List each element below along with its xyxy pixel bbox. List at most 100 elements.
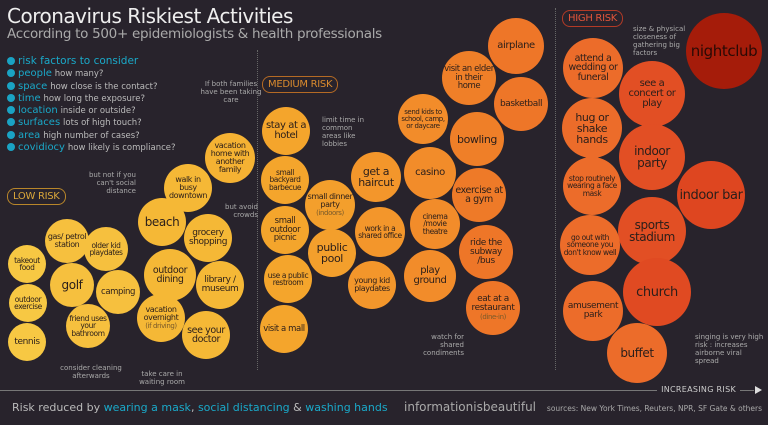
activity-bubble: play ground bbox=[404, 250, 456, 302]
note: take care in waiting room bbox=[139, 370, 185, 386]
bubble-label: see your doctor bbox=[187, 324, 225, 345]
bubble-label: go out with someone you don't know well bbox=[563, 232, 617, 257]
note: singing is very high risk : increases ai… bbox=[695, 333, 764, 365]
note: limit time in common areas like lobbies bbox=[322, 116, 365, 148]
activity-bubble: bowling bbox=[450, 112, 504, 166]
bubble-label: takeout food bbox=[14, 255, 40, 272]
activity-bubble: library / museum bbox=[196, 261, 244, 309]
bubble-label: older kid playdates bbox=[89, 240, 123, 257]
bubble-label: get a haircut bbox=[358, 165, 394, 189]
virus-icon bbox=[7, 57, 15, 65]
bubble-label: friend uses your bathroom bbox=[69, 313, 107, 338]
legend-item: space how close is the contact? bbox=[7, 81, 176, 93]
activity-bubble: go out with someone you don't know well bbox=[560, 215, 620, 275]
bubble-label: vacation overnight bbox=[143, 305, 179, 322]
activity-bubble: hug or shake hands bbox=[562, 98, 622, 158]
bubble-label: indoor party bbox=[634, 144, 670, 170]
activity-bubble: basketball bbox=[494, 77, 548, 131]
activity-bubble: use a public restroom bbox=[264, 255, 312, 303]
activity-bubble: nightclub bbox=[686, 13, 762, 89]
activity-bubble: airplane bbox=[488, 18, 544, 74]
globe-icon bbox=[7, 130, 15, 139]
note: consider cleaning afterwards bbox=[60, 364, 122, 380]
activity-bubble: stop routinely wearing a face mask bbox=[563, 157, 621, 215]
bubble-label: gas/ petrol station bbox=[47, 232, 87, 249]
activity-bubble: visit an elder in their home bbox=[442, 51, 496, 105]
activity-bubble: older kid playdates bbox=[84, 227, 128, 271]
note: but not if you can't social distance bbox=[88, 171, 136, 195]
activity-bubble: small outdoor picnic bbox=[261, 206, 309, 254]
activity-bubble: visit a mall bbox=[260, 305, 308, 353]
activity-bubble: cinema /movie theatre bbox=[410, 199, 460, 249]
activity-bubble: see your doctor bbox=[182, 311, 230, 359]
activity-bubble: buffet bbox=[607, 323, 667, 383]
activity-bubble: small backyard barbecue bbox=[261, 156, 309, 204]
activity-bubble: young kid playdates bbox=[348, 261, 396, 309]
activity-bubble: send kids to school, camp, or daycare bbox=[398, 94, 448, 144]
bubble-label: walk in busy downtown bbox=[168, 175, 208, 200]
mask-link: wearing a mask bbox=[103, 401, 191, 414]
activity-bubble: sports stadium bbox=[618, 197, 686, 265]
activity-bubble: stay at a hotel bbox=[262, 107, 310, 155]
bubble-label: basketball bbox=[499, 98, 543, 109]
bubble-label: stay at a hotel bbox=[265, 120, 307, 141]
arrow-right-icon bbox=[755, 386, 762, 394]
bubble-label: eat at a restaurant bbox=[471, 294, 515, 313]
activity-bubble: amusement park bbox=[563, 281, 623, 341]
activity-bubble: walk in busy downtown bbox=[164, 164, 212, 212]
activity-bubble: eat at a restaurant (dine-in) bbox=[466, 281, 520, 335]
bubble-sublabel: (dine-in) bbox=[480, 313, 506, 321]
medium-risk-badge: MEDIUM RISK bbox=[262, 76, 339, 93]
note: If both families have been taking care bbox=[200, 80, 262, 104]
bubble-label: small outdoor picnic bbox=[269, 216, 301, 244]
legend-item: people how many? bbox=[7, 68, 176, 80]
note: size & physical closeness of gathering b… bbox=[633, 25, 686, 57]
bubble-label: tennis bbox=[14, 336, 40, 347]
activity-bubble: work in a shared office bbox=[355, 207, 405, 257]
activity-bubble: vacation home with another family bbox=[205, 133, 255, 183]
bubble-label: buffet bbox=[620, 346, 654, 360]
space-icon bbox=[7, 81, 15, 90]
page-subtitle: According to 500+ epidemiologists & heal… bbox=[7, 26, 382, 42]
bubble-label: attend a wedding or funeral bbox=[568, 52, 618, 83]
bubble-label: library / museum bbox=[201, 275, 239, 294]
bubble-label: work in a shared office bbox=[358, 223, 402, 240]
activity-bubble: public pool bbox=[308, 229, 356, 277]
bubble-label: send kids to school, camp, or daycare bbox=[401, 107, 445, 130]
risk-factors-legend: risk factors to consider people how many… bbox=[7, 55, 176, 154]
legend-item: location inside or outside? bbox=[7, 105, 176, 117]
bubble-label: visit a mall bbox=[263, 323, 305, 334]
risk-axis-line bbox=[0, 390, 754, 391]
bubble-label: outdoor exercise bbox=[14, 294, 42, 311]
activity-bubble: vacation overnight (if driving) bbox=[137, 294, 185, 342]
bubble-label: grocery shopping bbox=[188, 228, 228, 247]
activity-bubble: ride the subway /bus bbox=[459, 225, 513, 279]
location-icon bbox=[7, 106, 15, 115]
low-risk-badge: LOW RISK bbox=[7, 188, 66, 205]
people-icon bbox=[7, 69, 15, 78]
bubble-label: beach bbox=[144, 215, 180, 229]
sources: sources: New York Times, Reuters, NPR, S… bbox=[546, 404, 762, 413]
bubble-label: stop routinely wearing a face mask bbox=[567, 173, 617, 198]
bubble-sublabel: (if driving) bbox=[145, 322, 177, 330]
bubble-label: see a concert or play bbox=[628, 78, 676, 109]
footer-message: Risk reduced by wearing a mask, social d… bbox=[12, 401, 388, 414]
bubble-label: casino bbox=[415, 167, 445, 178]
legend-item: surfaces lots of high touch? bbox=[7, 117, 176, 129]
bubble-label: nightclub bbox=[690, 41, 758, 60]
bubble-label: hug or shake hands bbox=[575, 110, 609, 146]
bubble-label: amusement park bbox=[567, 301, 619, 320]
activity-bubble: grocery shopping bbox=[184, 214, 232, 262]
divider-low-medium bbox=[257, 50, 258, 370]
activity-bubble: friend uses your bathroom bbox=[66, 304, 110, 348]
activity-bubble: get a haircut bbox=[351, 152, 401, 202]
activity-bubble: gas/ petrol station bbox=[45, 219, 89, 263]
activity-bubble: casino bbox=[404, 147, 456, 199]
activity-bubble: indoor party bbox=[619, 124, 685, 190]
activity-bubble: camping bbox=[96, 270, 140, 314]
bubble-label: young kid playdates bbox=[354, 276, 390, 293]
bubble-label: use a public restroom bbox=[267, 270, 309, 287]
bubble-label: public pool bbox=[316, 241, 348, 265]
bubble-label: camping bbox=[101, 286, 135, 297]
bubble-label: cinema /movie theatre bbox=[422, 211, 448, 236]
